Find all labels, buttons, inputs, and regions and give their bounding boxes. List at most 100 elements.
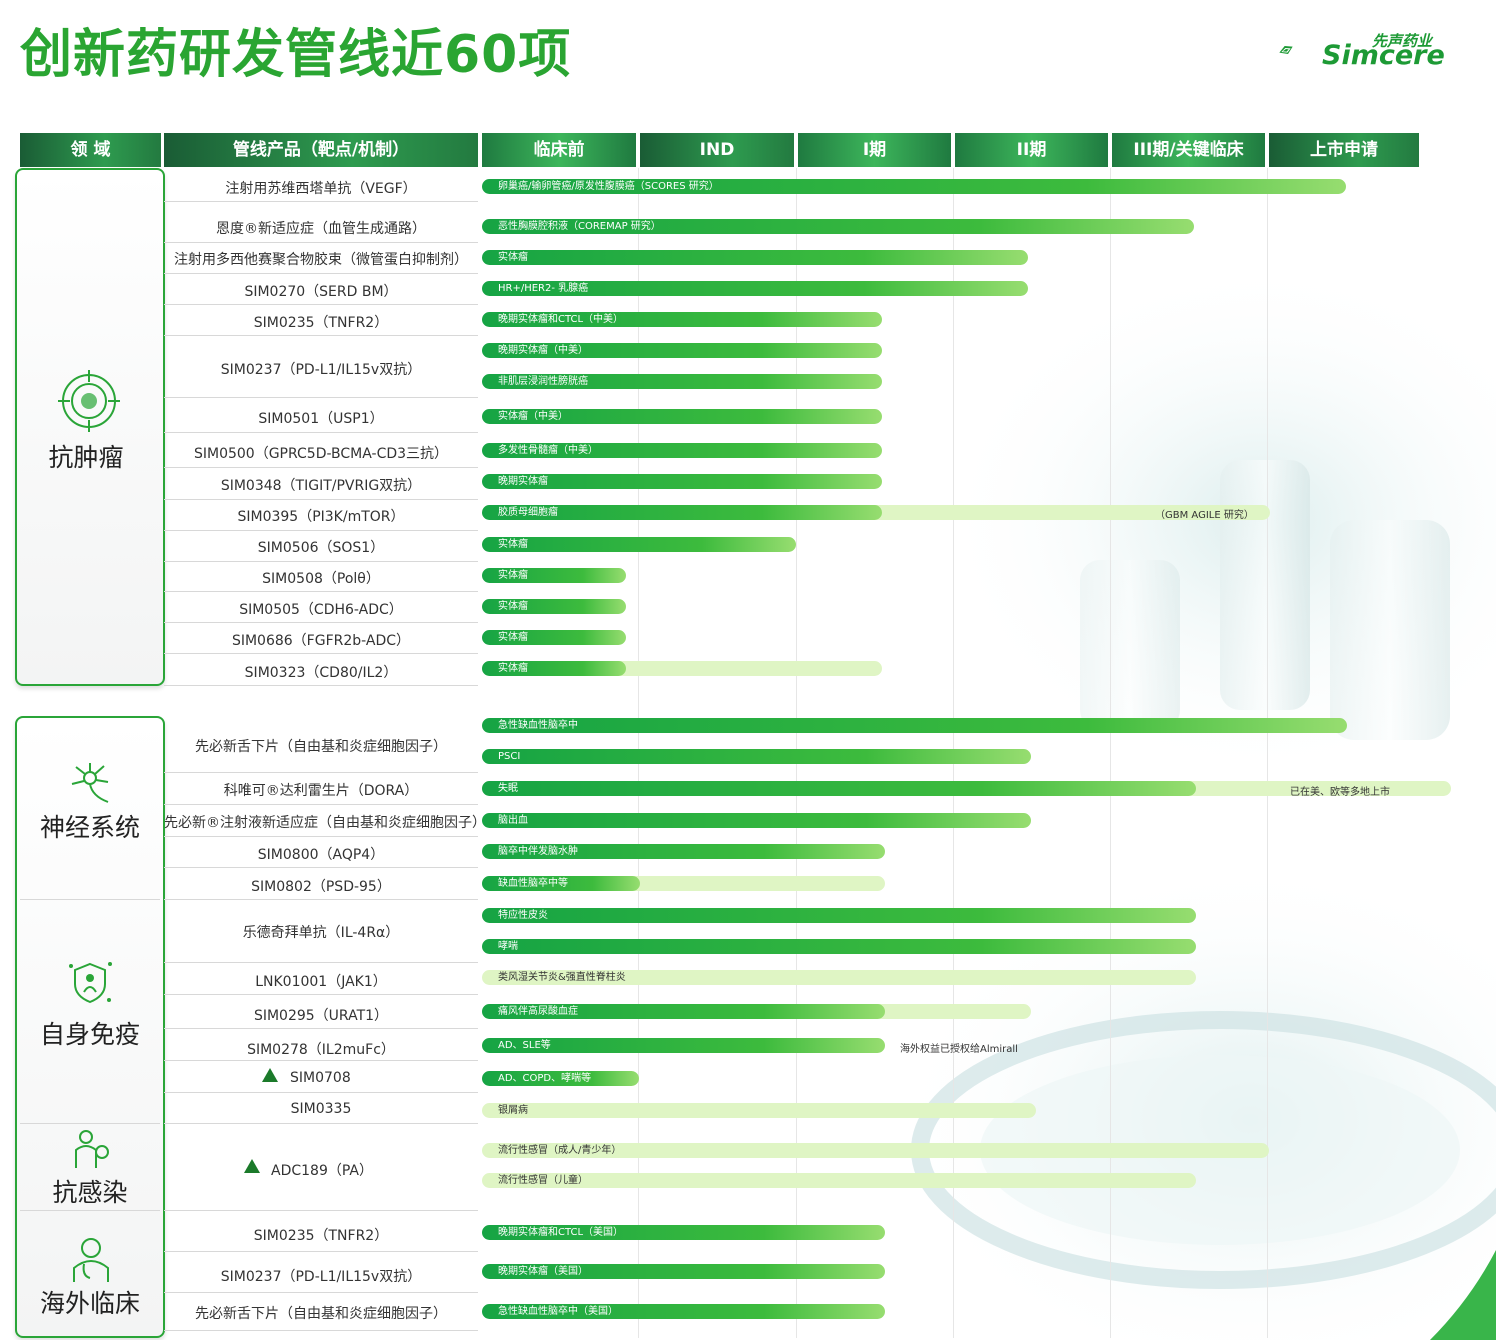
pipeline-bar-tail: [482, 1143, 1269, 1158]
bar-label: 晚期实体瘤（美国）: [498, 1266, 588, 1277]
header-nda: 上市申请: [1269, 133, 1419, 167]
row-divider: [164, 1060, 478, 1061]
product-name: SIM0270（SERD BM）: [244, 284, 398, 300]
row-divider: [164, 1123, 478, 1124]
page-title: 创新药研发管线近60项: [20, 25, 572, 85]
header-phase3: III期/关键临床: [1112, 133, 1265, 167]
domain-divider: [20, 899, 160, 900]
pipeline-bar: [482, 1038, 885, 1053]
bar-label: 恶性胸膜腔积液（COREMAP 研究）: [498, 221, 661, 232]
row-divider: [164, 622, 478, 623]
pipeline-bar: [482, 409, 882, 424]
pipeline-bar: [482, 630, 626, 645]
bar-note: 海外权益已授权给Almirall: [900, 1044, 1018, 1055]
product-name: SIM0278（IL2muFc）: [247, 1042, 395, 1058]
pipeline-bar-tail: [482, 1103, 1036, 1118]
bar-note: 已在美、欧等多地上市: [1290, 787, 1390, 798]
bar-note: （GBM AGILE 研究）: [1155, 510, 1254, 521]
bar-label: 实体瘤: [498, 252, 528, 263]
row-divider: [164, 1292, 478, 1293]
pipeline-bar: [482, 179, 1346, 194]
row-divider: [164, 1330, 478, 1331]
tumor-target-icon: [58, 370, 120, 432]
bar-label: 实体瘤: [498, 632, 528, 643]
pipeline-bar: [482, 1004, 885, 1019]
row-divider: [164, 432, 478, 433]
pipeline-bar: [482, 908, 1196, 923]
domain-label-oncology: 抗肿瘤: [48, 443, 124, 472]
product-name: SIM0395（PI3K/mTOR）: [237, 509, 405, 525]
bar-label: 特应性皮炎: [498, 910, 548, 921]
pipeline-bar: [482, 1071, 639, 1086]
grid-line: [1267, 168, 1268, 1338]
logo-english-text: Simcere: [1322, 40, 1445, 71]
row-divider: [164, 397, 478, 398]
product-name: SIM0708: [290, 1070, 351, 1086]
doctor-icon: [73, 1238, 109, 1282]
row-divider: [164, 772, 478, 773]
product-name: SIM0335: [290, 1101, 352, 1117]
product-name: LNK01001（JAK1）: [255, 974, 387, 990]
pipeline-bar: [482, 568, 626, 583]
pipeline-bar: [482, 599, 626, 614]
bar-label: HR+/HER2- 乳腺癌: [498, 283, 589, 294]
row-divider: [164, 899, 478, 900]
bar-label: 流行性感冒（成人/青少年）: [498, 1145, 622, 1156]
pipeline-bar: [482, 505, 882, 520]
pipeline-bar: [482, 844, 885, 859]
triangle-icon: [262, 1068, 278, 1082]
product-name: 科唯可®达利雷生片（DORA）: [223, 783, 419, 799]
domain-divider: [20, 1123, 160, 1124]
bar-label: 多发性骨髓瘤（中美）: [498, 445, 598, 456]
bar-label: 类风湿关节炎&强直性脊柱炎: [498, 972, 626, 983]
product-name: SIM0500（GPRC5D-BCMA-CD3三抗）: [193, 446, 449, 462]
bar-label: 脑出血: [498, 815, 528, 826]
product-name: 注射用苏维西塔单抗（VEGF）: [225, 181, 417, 197]
domain-label-neuro: 神经系统: [39, 813, 140, 842]
bar-label: AD、SLE等: [498, 1040, 551, 1051]
bar-label: 流行性感冒（儿童）: [498, 1175, 588, 1186]
immune-shield-icon: [69, 962, 112, 1004]
domain-divider: [20, 1210, 160, 1211]
row-divider: [164, 1251, 478, 1252]
row-divider: [164, 836, 478, 837]
bar-label: 实体瘤: [498, 570, 528, 581]
logo-chinese-text: 先声药业: [1372, 32, 1433, 50]
bar-label: 卵巢癌/输卵管癌/原发性腹膜癌（SCORES 研究）: [498, 181, 719, 192]
bar-label: AD、COPD、哮喘等: [498, 1073, 592, 1084]
pipeline-bar: [482, 661, 626, 676]
row-divider: [164, 1028, 478, 1029]
product-name: SIM0508（Polθ）: [262, 571, 380, 587]
infection-person-icon: [75, 1130, 109, 1168]
pipeline-bar: [482, 876, 640, 891]
header-ind: IND: [640, 133, 794, 167]
bar-label: 实体瘤: [498, 601, 528, 612]
bar-label: 失眠: [498, 783, 518, 794]
pipeline-bar: [482, 781, 1196, 796]
product-name: SIM0323（CD80/IL2）: [244, 665, 398, 681]
bar-label: 晚期实体瘤和CTCL（中美）: [498, 314, 624, 325]
domain-box-others: [15, 716, 165, 1338]
row-divider: [164, 273, 478, 274]
pipeline-bar: [482, 749, 1031, 764]
product-name: 乐德奇拜单抗（IL-4Rα）: [242, 925, 400, 941]
grid-line: [1110, 168, 1111, 1338]
row-divider: [164, 1092, 478, 1093]
pipeline-bar: [482, 250, 1028, 265]
pipeline-bar: [482, 1264, 885, 1279]
bar-label: 急性缺血性脑卒中: [498, 720, 578, 731]
row-divider: [164, 804, 478, 805]
pipeline-bar-tail: [482, 970, 1196, 985]
bar-label: 哮喘: [498, 941, 518, 952]
product-name: 恩度®新适应症（血管生成通路）: [216, 221, 426, 237]
bar-label: 晚期实体瘤: [498, 476, 548, 487]
product-name: SIM0348（TIGIT/PVRIG双抗）: [220, 478, 422, 494]
product-name: SIM0237（PD-L1/IL15v双抗）: [220, 1269, 422, 1285]
product-name: SIM0235（TNFR2）: [253, 1228, 389, 1244]
header-preclinical: 临床前: [482, 133, 636, 167]
simcere-logo-icon: [1279, 46, 1293, 54]
pipeline-bar: [482, 474, 882, 489]
row-divider: [164, 994, 478, 995]
bar-label: 实体瘤（中美）: [498, 411, 568, 422]
product-name: SIM0800（AQP4）: [257, 847, 385, 863]
